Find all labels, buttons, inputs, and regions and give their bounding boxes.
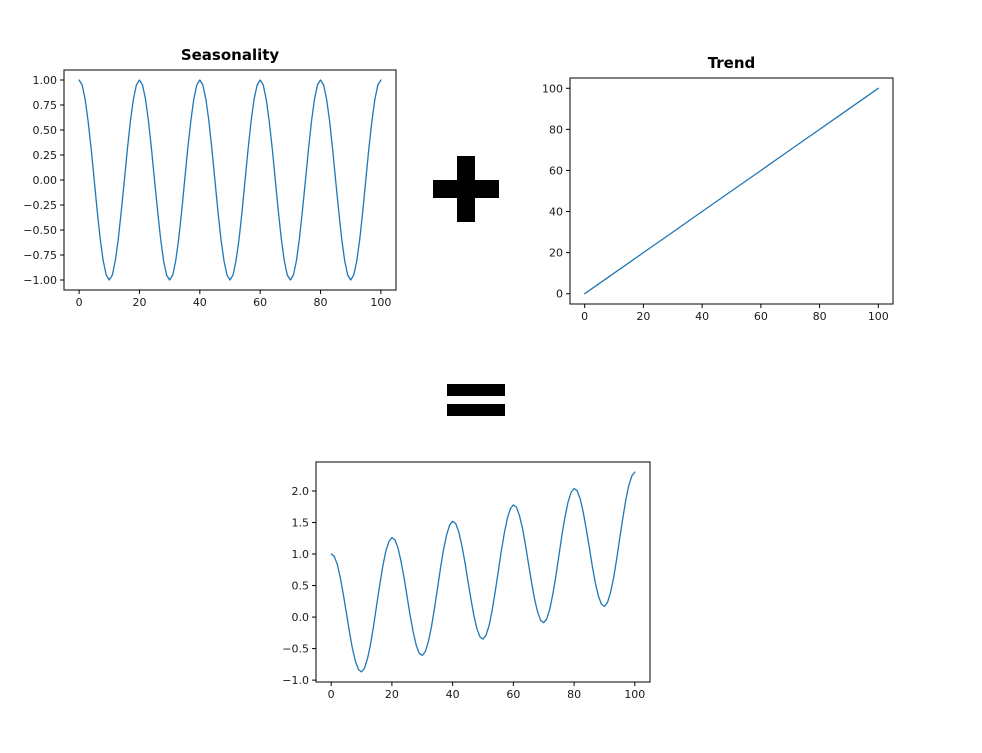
y-tick-label: 40 (549, 206, 563, 219)
trend-chart: Trend 0 20 40 60 80 100 0 20 40 60 80 100 (524, 46, 907, 334)
x-tick-label: 0 (76, 296, 83, 309)
y-tick-label: −0.5 (282, 643, 309, 656)
y-tick-label: 0.00 (33, 174, 58, 187)
x-tick-label: 100 (624, 688, 645, 701)
x-tick-label: 60 (506, 688, 520, 701)
y-tick-label: −0.50 (23, 224, 57, 237)
x-tick-label: 40 (446, 688, 460, 701)
x-tick-label: 60 (754, 310, 768, 323)
combined-chart: 0 20 40 60 80 100 −1.0 −0.5 0.0 0.5 1.0 1.5 2.0 (270, 450, 662, 712)
plus-horizontal-bar (433, 180, 499, 198)
y-tick-label: −1.00 (23, 274, 57, 287)
y-tick-label: −0.75 (23, 249, 57, 262)
plus-operator (433, 156, 499, 222)
seasonality-chart: Seasonality 0 20 40 60 80 100 −1.00 −0.75 −0.50 −0… (16, 40, 408, 318)
x-tick-label: 0 (328, 688, 335, 701)
x-tick-label: 60 (253, 296, 267, 309)
equals-bottom-bar (447, 404, 505, 416)
y-tick-label: 1.5 (292, 517, 310, 530)
equals-operator (447, 384, 505, 416)
x-tick-label: 100 (868, 310, 889, 323)
x-tick-label: 20 (132, 296, 146, 309)
x-tick-label: 40 (695, 310, 709, 323)
chart-title: Seasonality (181, 46, 280, 64)
y-tick-label: −1.0 (282, 674, 309, 687)
x-tick-label: 80 (567, 688, 581, 701)
data-line (330, 471, 636, 673)
y-tick-label: 20 (549, 247, 563, 260)
y-tick-label: 80 (549, 123, 563, 136)
y-tick-label: 0.0 (292, 611, 310, 624)
x-tick-label: 80 (813, 310, 827, 323)
x-tick-label: 40 (193, 296, 207, 309)
y-tick-label: 100 (542, 82, 563, 95)
y-tick-label: 0 (556, 288, 563, 301)
data-line (78, 79, 382, 281)
y-tick-label: 0.5 (292, 580, 310, 593)
x-tick-label: 20 (385, 688, 399, 701)
x-tick-label: 80 (314, 296, 328, 309)
y-tick-label: −0.25 (23, 199, 57, 212)
y-tick-label: 2.0 (292, 485, 310, 498)
y-tick-label: 1.0 (292, 548, 310, 561)
y-tick-label: 60 (549, 164, 563, 177)
chart-title: Trend (708, 54, 756, 72)
x-tick-label: 100 (370, 296, 391, 309)
y-tick-label: 1.00 (33, 74, 58, 87)
y-tick-label: 0.25 (33, 149, 58, 162)
y-tick-label: 0.50 (33, 124, 58, 137)
y-tick-label: 0.75 (33, 99, 58, 112)
data-line (584, 87, 879, 295)
x-tick-label: 0 (581, 310, 588, 323)
x-tick-label: 20 (636, 310, 650, 323)
equals-top-bar (447, 384, 505, 396)
